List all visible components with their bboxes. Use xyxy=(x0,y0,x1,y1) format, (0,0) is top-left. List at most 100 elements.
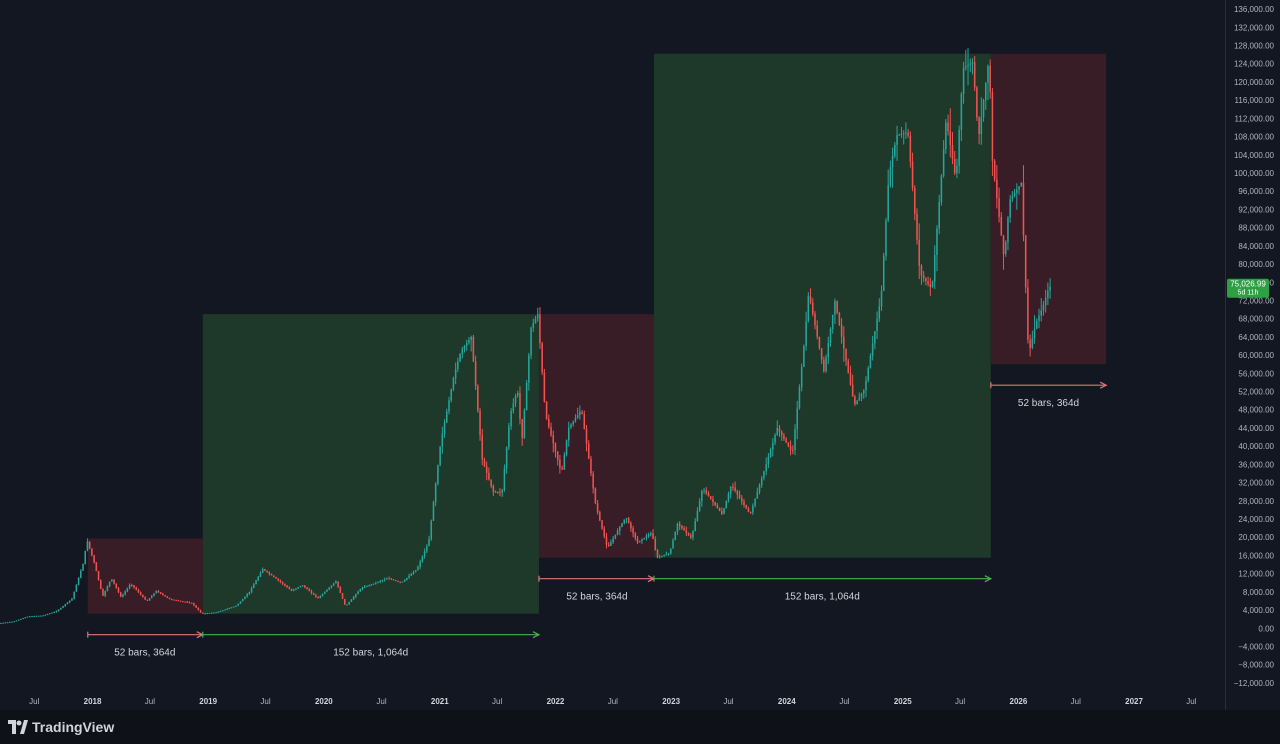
candle-7 xyxy=(15,620,18,622)
price-tick-label: 116,000.00 xyxy=(1235,96,1275,105)
candle-22 xyxy=(48,613,51,615)
price-tick-label: 96,000.00 xyxy=(1238,187,1274,196)
candle-441 xyxy=(978,116,980,145)
candle-213 xyxy=(472,334,475,363)
candle-37 xyxy=(82,563,84,571)
candle-454 xyxy=(1007,215,1009,251)
candle-176 xyxy=(390,577,393,580)
candle-70 xyxy=(155,590,157,594)
price-tick-label: 12,000.00 xyxy=(1238,570,1274,579)
candle-349 xyxy=(774,433,776,446)
candle-167 xyxy=(370,584,373,587)
candle-358 xyxy=(794,424,796,456)
candle-147 xyxy=(326,589,328,592)
tradingview-logo[interactable]: TradingView xyxy=(8,718,114,736)
candle-439 xyxy=(973,55,976,91)
month-tick-label: Jul xyxy=(260,697,270,706)
candle-285 xyxy=(632,525,634,538)
candle-73 xyxy=(162,592,164,596)
candle-306 xyxy=(678,521,681,531)
candle-302 xyxy=(670,548,672,555)
candle-303 xyxy=(672,538,674,549)
candle-177 xyxy=(392,579,395,581)
candle-283 xyxy=(627,517,630,524)
candle-107 xyxy=(237,603,240,606)
candle-252 xyxy=(559,454,561,474)
candle-332 xyxy=(736,489,739,500)
candle-140 xyxy=(310,589,313,595)
candle-91 xyxy=(202,612,204,614)
candle-104 xyxy=(230,607,233,609)
candle-142 xyxy=(315,593,317,598)
year-tick-label: 2023 xyxy=(662,697,680,706)
price-tick-label: 64,000.00 xyxy=(1238,333,1274,342)
month-tick-label: Jul xyxy=(376,697,386,706)
month-tick-label: Jul xyxy=(145,697,155,706)
candle-456 xyxy=(1011,191,1014,202)
year-tick-label: 2018 xyxy=(84,697,102,706)
candle-204 xyxy=(452,376,455,392)
candle-450 xyxy=(998,187,1000,223)
candle-394 xyxy=(874,331,876,350)
candle-444 xyxy=(984,82,987,110)
candle-35 xyxy=(77,577,80,586)
candle-148 xyxy=(328,587,330,591)
bull-phase-box-1 xyxy=(202,314,539,614)
candle-87 xyxy=(193,602,195,607)
candle-425 xyxy=(942,140,945,178)
candle-452 xyxy=(1002,234,1005,270)
candle-339 xyxy=(752,503,754,515)
candle-348 xyxy=(772,438,774,457)
candle-158 xyxy=(350,599,353,602)
candle-448 xyxy=(993,159,996,182)
candle-201 xyxy=(446,408,448,424)
candle-404 xyxy=(896,125,898,161)
price-axis[interactable]: 136,000.00 132,000.00 128,000.00 124,000.00… xyxy=(1234,5,1275,688)
candle-41 xyxy=(91,548,93,557)
candle-311 xyxy=(689,533,692,539)
candle-90 xyxy=(199,609,202,613)
candle-102 xyxy=(226,608,228,610)
candle-390 xyxy=(865,376,867,398)
price-tick-label: 128,000.00 xyxy=(1234,42,1275,51)
candle-340 xyxy=(754,498,756,508)
candle-1 xyxy=(2,622,4,624)
candle-325 xyxy=(721,507,723,516)
candle-121 xyxy=(268,571,271,576)
candle-44 xyxy=(97,570,100,581)
candle-161 xyxy=(357,590,359,595)
candle-239 xyxy=(530,326,532,360)
candle-421 xyxy=(933,245,936,290)
bull-phase-box-3 xyxy=(654,53,991,558)
candle-100 xyxy=(221,609,224,612)
candle-366 xyxy=(811,298,814,317)
candle-219 xyxy=(485,461,488,481)
candle-38 xyxy=(84,550,87,565)
price-tick-label: 136,000.00 xyxy=(1234,5,1275,14)
candle-2 xyxy=(4,622,7,624)
time-axis[interactable]: Jul 2018 Jul 2019 Jul 2020 Jul 2021 Jul 2022 Jul 20… xyxy=(29,697,1197,706)
candle-355 xyxy=(787,442,790,448)
candle-253 xyxy=(561,465,563,471)
candle-228 xyxy=(505,446,508,474)
candle-89 xyxy=(197,607,200,611)
candle-131 xyxy=(290,588,293,592)
candlestick-chart[interactable]: 52 bars, 364d 152 bars, 1,064d 52 bars, 36… xyxy=(0,0,1280,710)
candle-192 xyxy=(426,544,428,554)
candle-16 xyxy=(35,615,38,617)
candle-19 xyxy=(42,615,44,617)
candle-386 xyxy=(856,400,858,405)
candle-368 xyxy=(816,320,818,340)
price-tick-label: 104,000.00 xyxy=(1234,151,1275,160)
candle-288 xyxy=(638,540,641,543)
year-tick-label: 2021 xyxy=(431,697,449,706)
candle-220 xyxy=(488,467,490,481)
candle-15 xyxy=(33,615,35,618)
candle-168 xyxy=(372,583,375,585)
candle-5 xyxy=(11,621,13,623)
candle-359 xyxy=(796,400,799,440)
candle-255 xyxy=(565,439,568,457)
candle-408 xyxy=(905,122,907,140)
price-tick-label: 88,000.00 xyxy=(1238,224,1274,233)
